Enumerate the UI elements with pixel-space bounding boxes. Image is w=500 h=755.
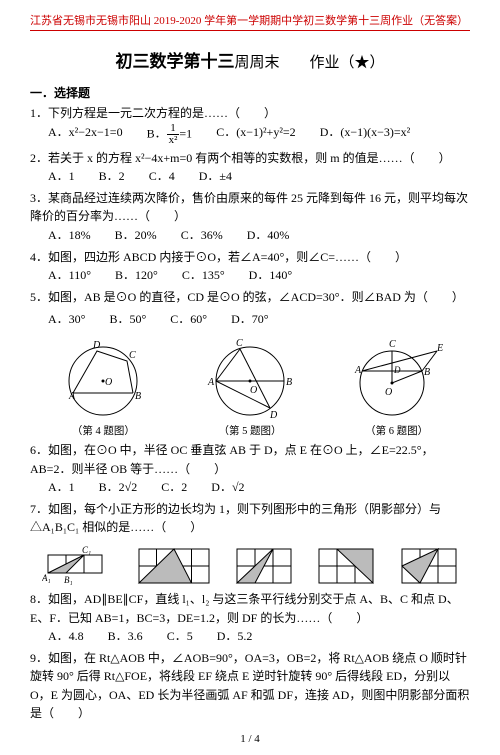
frac-num: 1 bbox=[167, 123, 180, 135]
q6-opt-a: A．1 bbox=[48, 478, 75, 497]
circle-diagram-icon: A B C D O bbox=[200, 333, 300, 423]
q8-opt-c: C．5 bbox=[167, 627, 193, 646]
page-title: 初三数学第十三周周末 作业（★） bbox=[30, 47, 470, 72]
question-2: 2．若关于 x 的方程 x²−4x+m=0 有两个相等的实数根，则 m 的值是…… bbox=[30, 149, 470, 186]
question-5: 5．如图，AB 是⊙O 的直径，CD 是⊙O 的弦，∠ACD=30°．则∠BAD… bbox=[30, 288, 470, 329]
grid-triangle-icon bbox=[317, 545, 375, 587]
question-7: 7．如图，每个小正方形的边长均为 1，则下列图形中的三角形（阴影部分）与△A₁B… bbox=[30, 500, 470, 537]
q4-opt-b: B．120° bbox=[115, 266, 158, 285]
figure-4: A D C B O （第 4 题图） bbox=[53, 333, 153, 438]
q5-opt-c: C．60° bbox=[170, 310, 207, 329]
q1-opt-a: A．x²−2x−1=0 bbox=[48, 123, 123, 146]
q8-stem: 8．如图，AD∥BE∥CF，直线 l₁、l₂ 与这三条平行线分别交于点 A、B、… bbox=[30, 590, 470, 627]
svg-text:E: E bbox=[436, 343, 443, 354]
circle-diagram-icon: A B C D E O bbox=[347, 333, 447, 423]
q3-stem: 3．某商品经过连续两次降价，售价由原来的每件 25 元降到每件 16 元，则平均… bbox=[30, 189, 470, 226]
fig4-label: （第 4 题图） bbox=[53, 423, 153, 438]
question-6: 6．如图，在⊙O 中，半径 OC 垂直弦 AB 于 D，点 E 在⊙O 上，∠E… bbox=[30, 441, 470, 497]
svg-text:O: O bbox=[250, 385, 257, 396]
svg-text:C: C bbox=[129, 350, 136, 361]
fig6-label: （第 6 题图） bbox=[347, 423, 447, 438]
q1-opt-b: B．1x²=1 bbox=[147, 123, 193, 146]
q3-opt-a: A．18% bbox=[48, 226, 91, 245]
svg-text:C₁: C₁ bbox=[82, 545, 91, 555]
svg-text:D: D bbox=[269, 410, 278, 421]
q9-stem: 9．如图，在 Rt△AOB 中，∠AOB=90°，OA=3，OB=2，将 Rt△… bbox=[30, 649, 470, 723]
question-3: 3．某商品经过连续两次降价，售价由原来的每件 25 元降到每件 16 元，则平均… bbox=[30, 189, 470, 245]
q5-stem: 5．如图，AB 是⊙O 的直径，CD 是⊙O 的弦，∠ACD=30°．则∠BAD… bbox=[30, 288, 470, 307]
fig5-label: （第 5 题图） bbox=[200, 423, 300, 438]
title-bold: 初三数学第十三 bbox=[115, 52, 234, 71]
q6-opt-d: D．√2 bbox=[211, 478, 244, 497]
question-1: 1．下列方程是一元二次方程的是……（ ） A．x²−2x−1=0 B．1x²=1… bbox=[30, 104, 470, 146]
svg-text:O: O bbox=[105, 377, 112, 388]
q4-opt-a: A．110° bbox=[48, 266, 91, 285]
question-8: 8．如图，AD∥BE∥CF，直线 l₁、l₂ 与这三条平行线分别交于点 A、B、… bbox=[30, 590, 470, 646]
q8-opt-b: B．3.6 bbox=[108, 627, 143, 646]
q2-opt-d: D．±4 bbox=[199, 167, 232, 186]
grid-triangle-icon: A₁ B₁ C₁ bbox=[42, 541, 112, 587]
svg-text:B: B bbox=[135, 391, 141, 402]
svg-text:D: D bbox=[92, 340, 101, 351]
q2-opt-b: B．2 bbox=[99, 167, 125, 186]
circle-diagram-icon: A D C B O bbox=[53, 333, 153, 423]
page-number: 1 / 4 bbox=[30, 733, 470, 745]
q8-opt-d: D．5.2 bbox=[217, 627, 253, 646]
q2-stem: 2．若关于 x 的方程 x²−4x+m=0 有两个相等的实数根，则 m 的值是…… bbox=[30, 149, 470, 168]
svg-text:B: B bbox=[424, 367, 430, 378]
q4-opt-c: C．135° bbox=[182, 266, 225, 285]
q3-opt-b: B．20% bbox=[115, 226, 157, 245]
grid-triangle-icon bbox=[400, 545, 458, 587]
title-rest: 周周末 作业（★） bbox=[234, 55, 384, 71]
q6-stem: 6．如图，在⊙O 中，半径 OC 垂直弦 AB 于 D，点 E 在⊙O 上，∠E… bbox=[30, 441, 470, 478]
q5-opt-d: D．70° bbox=[231, 310, 268, 329]
q3-opt-d: D．40% bbox=[247, 226, 290, 245]
q1-opt-c: C．(x−1)²+y²=2 bbox=[216, 123, 296, 146]
svg-text:A: A bbox=[354, 365, 362, 376]
section-1-heading: 一．选择题 bbox=[30, 84, 470, 101]
figure-row-circles: A D C B O （第 4 题图） A B C D O （第 bbox=[30, 333, 470, 438]
question-4: 4．如图，四边形 ABCD 内接于⊙O，若∠A=40°，则∠C=……（ ） A．… bbox=[30, 248, 470, 285]
svg-text:O: O bbox=[385, 387, 392, 398]
svg-text:A: A bbox=[68, 391, 76, 402]
grid-triangle-icon bbox=[137, 545, 211, 587]
q1-stem: 1．下列方程是一元二次方程的是……（ ） bbox=[30, 104, 470, 123]
q2-opt-a: A．1 bbox=[48, 167, 75, 186]
grid-triangle-icon bbox=[235, 545, 293, 587]
figure-row-grids: A₁ B₁ C₁ bbox=[30, 541, 470, 587]
q5-opt-a: A．30° bbox=[48, 310, 85, 329]
figure-6: A B C D E O （第 6 题图） bbox=[347, 333, 447, 438]
q6-opt-c: C．2 bbox=[161, 478, 187, 497]
svg-text:C: C bbox=[389, 339, 396, 350]
svg-text:B: B bbox=[286, 377, 292, 388]
svg-text:A₁: A₁ bbox=[42, 573, 51, 583]
frac-den: x² bbox=[167, 135, 180, 146]
fraction-icon: 1x² bbox=[167, 123, 180, 146]
q4-opt-d: D．140° bbox=[249, 266, 292, 285]
svg-text:C: C bbox=[236, 338, 243, 349]
svg-text:D: D bbox=[393, 365, 401, 375]
q6-opt-b: B．2√2 bbox=[99, 478, 138, 497]
page-header: 江苏省无锡市无锡市阳山 2019-2020 学年第一学期期中学初三数学第十三周作… bbox=[30, 12, 470, 31]
svg-text:A: A bbox=[207, 377, 215, 388]
q5-opt-b: B．50° bbox=[109, 310, 146, 329]
q2-opt-c: C．4 bbox=[149, 167, 175, 186]
q1-b-post: =1 bbox=[179, 126, 192, 140]
q1-b-pre: B． bbox=[147, 126, 167, 140]
question-9: 9．如图，在 Rt△AOB 中，∠AOB=90°，OA=3，OB=2，将 Rt△… bbox=[30, 649, 470, 723]
figure-5: A B C D O （第 5 题图） bbox=[200, 333, 300, 438]
q1-opt-d: D．(x−1)(x−3)=x² bbox=[320, 123, 411, 146]
q7-stem: 7．如图，每个小正方形的边长均为 1，则下列图形中的三角形（阴影部分）与△A₁B… bbox=[30, 500, 470, 537]
q8-opt-a: A．4.8 bbox=[48, 627, 84, 646]
q4-stem: 4．如图，四边形 ABCD 内接于⊙O，若∠A=40°，则∠C=……（ ） bbox=[30, 248, 470, 267]
svg-text:B₁: B₁ bbox=[64, 575, 73, 585]
q3-opt-c: C．36% bbox=[181, 226, 223, 245]
